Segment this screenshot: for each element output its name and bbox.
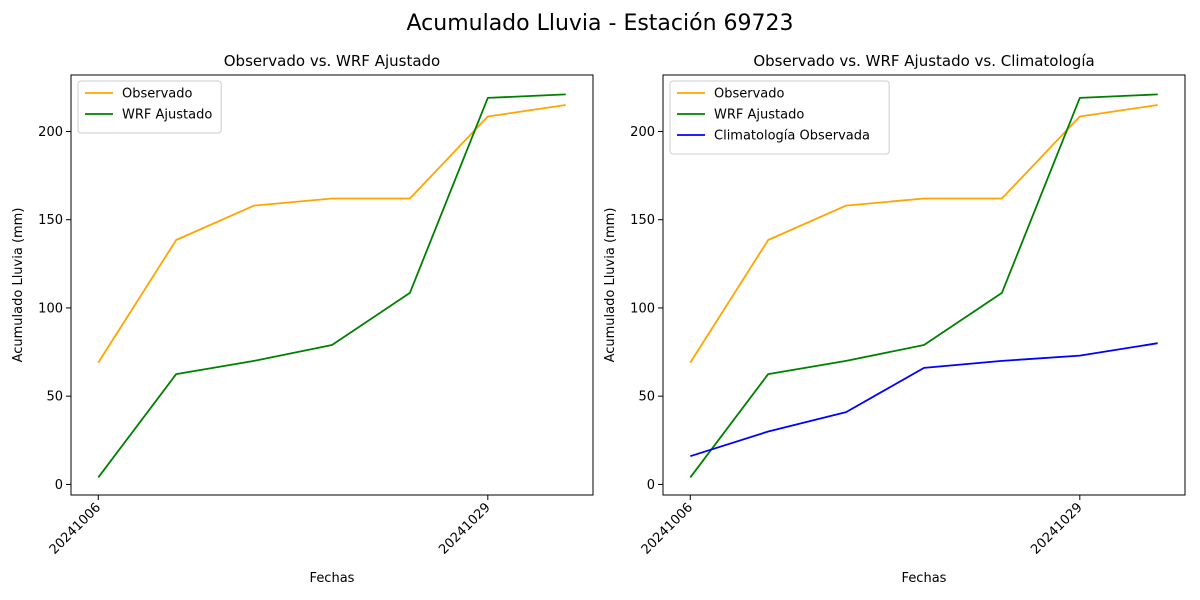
y-tick-label: 50 [46, 390, 63, 405]
y-tick-label: 100 [630, 301, 655, 316]
chart-left: Observado vs. WRF Ajustado 0 50 100 150 200 20… [11, 52, 594, 586]
y-tick-label: 0 [647, 478, 655, 493]
legend-label: Climatología Observada [714, 129, 870, 144]
y-tick-label: 0 [55, 478, 63, 493]
axes-frame [662, 74, 1186, 496]
series-line-wrf-ajustado [689, 93, 1158, 478]
legend: Observado WRF Ajustado Climatología Observ… [669, 80, 890, 155]
legend-label: Observado [714, 87, 785, 102]
series-line-climatolog-a-observada [690, 342, 1158, 458]
x-tick-label: 20241006 [47, 500, 104, 557]
x-axis-label: Fechas [310, 571, 355, 586]
series-line-observado [689, 104, 1158, 364]
chart-right: Observado vs. WRF Ajustado vs. Climatolo… [603, 52, 1186, 586]
series-line-wrf-ajustado [97, 93, 566, 478]
y-tick-label: 150 [38, 213, 63, 228]
y-tick-label: 50 [638, 390, 655, 405]
axes-frame [70, 74, 594, 496]
legend-box [669, 80, 890, 155]
y-tick-label: 100 [38, 301, 63, 316]
y-tick-label: 200 [630, 125, 655, 140]
x-tick-label: 20241006 [639, 500, 696, 557]
y-tick-label: 200 [38, 125, 63, 140]
subplot-title: Observado vs. WRF Ajustado vs. Climatolo… [753, 52, 1094, 70]
x-tick-label: 20241029 [436, 500, 493, 557]
legend: Observado WRF Ajustado [77, 80, 222, 134]
y-axis-label: Acumulado Lluvia (mm) [11, 208, 26, 363]
legend-label: WRF Ajustado [122, 108, 212, 123]
subplot-title: Observado vs. WRF Ajustado [224, 52, 440, 70]
y-tick-label: 150 [630, 213, 655, 228]
x-axis-label: Fechas [902, 571, 947, 586]
series-line-observado [97, 104, 566, 364]
figure-title: Acumulado Lluvia - Estación 69723 [407, 11, 794, 36]
y-axis-label: Acumulado Lluvia (mm) [603, 208, 618, 363]
legend-label: Observado [122, 87, 193, 102]
legend-label: WRF Ajustado [714, 108, 804, 123]
x-tick-label: 20241029 [1028, 500, 1085, 557]
legend-box [77, 80, 222, 134]
